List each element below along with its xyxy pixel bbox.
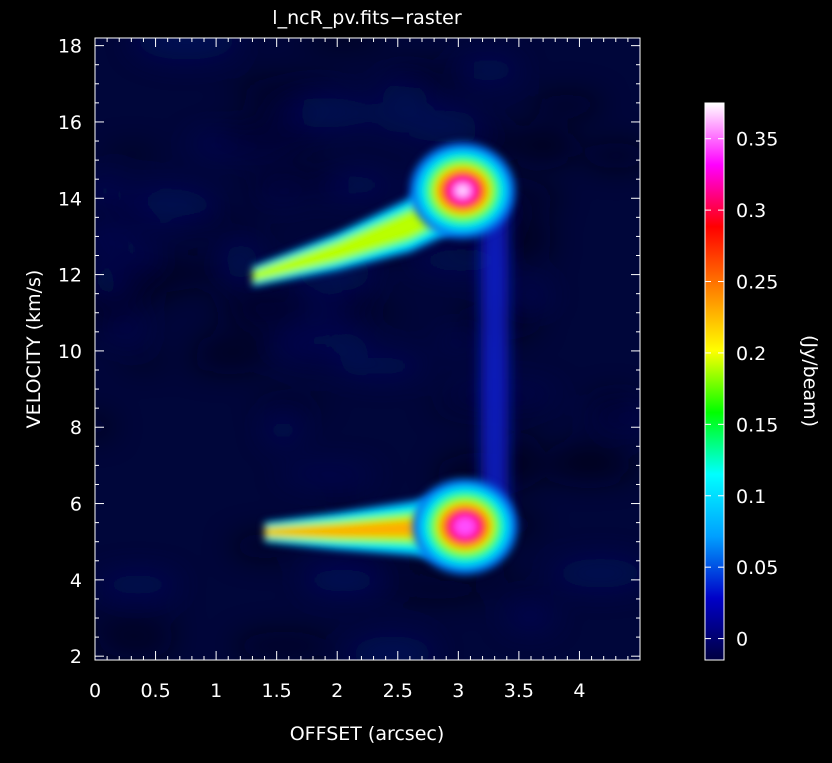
colorbar-tick-label: 0.05 [736,557,778,579]
y-tick-label: 4 [70,570,82,592]
x-tick-label: 2.5 [383,680,413,702]
chart-title: l_ncR_pv.fits−raster [272,7,462,29]
emission-peak [409,142,516,239]
x-tick-label: 2 [331,680,343,702]
noise-blob [244,100,305,116]
x-tick-label: 0 [89,680,101,702]
noise-blob [590,392,634,425]
ridge-band [252,174,466,281]
x-axis-ticks: 0 0.5 1 1.5 2 2.5 3 3.5 4 [89,38,629,702]
noise-blob [256,185,309,199]
noise-blob [371,97,437,133]
y-tick-label: 16 [58,112,82,134]
y-tick-label: 18 [58,36,82,58]
noise-blob [195,333,274,361]
colorbar-tick-label: 0.15 [736,414,778,436]
noise-blob [125,249,163,266]
noise-blob [95,307,143,329]
noise-blob [229,78,343,97]
noise-blob [133,38,239,60]
y-tick-label: 12 [58,265,82,287]
noise-blob [213,122,327,152]
noise-blob [305,568,376,583]
noise-blob [95,414,115,438]
y-tick-label: 8 [70,417,82,439]
faint-bridge [480,198,509,523]
y-tick-label: 6 [70,494,82,516]
noise-blob [326,307,406,320]
noise-blob [256,395,326,410]
colorbar-tick-label: 0.25 [736,272,778,294]
x-axis-label: OFFSET (arcsec) [290,723,445,745]
emission-peak [412,478,518,575]
noise-blob [279,466,379,482]
noise-blob [504,606,556,628]
bridge-column [480,198,509,523]
noise-blob [436,337,475,350]
noise-blob [500,589,555,602]
x-tick-label: 1 [210,680,222,702]
x-tick-label: 0.5 [140,680,170,702]
colorbar-label: (Jy/beam) [799,335,821,427]
noise-blob [222,243,260,280]
plot-frame [94,37,641,661]
noise-blob [103,147,161,161]
colorbar [704,102,725,661]
peak-contour [456,185,469,196]
noise-blob [302,38,388,48]
colorbar-tick-label: 0.2 [736,343,766,365]
heatmap-image [95,38,640,660]
noise-blob [96,572,180,597]
noise-blob [118,355,171,368]
noise-blob [387,65,474,89]
noise-blob [339,354,425,378]
noise-blob [284,348,344,362]
noise-blob [379,578,495,601]
y-tick-label: 10 [58,341,82,363]
noise-blob [348,636,436,660]
noise-blob [235,169,331,196]
noise-blob [216,287,307,327]
noise-blob [232,631,336,660]
noise-blob [529,92,605,117]
y-axis-ticks: 2 4 6 8 10 12 14 16 18 [58,36,640,668]
noise-blob [475,129,577,158]
noise-blob [408,125,500,143]
y-tick-label: 2 [70,646,82,668]
colorbar-tick-label: 0.1 [736,486,766,508]
x-tick-label: 4 [573,680,585,702]
emission-ridge [252,154,466,287]
x-tick-label: 3.5 [504,680,534,702]
noise-blob [551,558,640,589]
noise-blob [169,214,272,231]
peak-contour [454,517,476,536]
colorbar-tick-label: 0.35 [736,129,778,151]
noise-blob [582,141,640,170]
y-tick-label: 14 [58,188,82,210]
y-axis-label: VELOCITY (km/s) [23,270,45,429]
noise-blob [95,614,181,630]
noise-blob [96,627,177,659]
x-tick-label: 3 [452,680,464,702]
noise-blob [534,455,640,480]
noise-blob [95,204,161,219]
noise-blob [513,285,552,304]
noise-blob [95,180,123,202]
noise-blob [502,433,540,460]
emission-features [252,142,518,575]
colorbar-tick-label: 0 [736,629,748,651]
colorbar-ticks: 0 0.05 0.1 0.15 0.2 0.25 0.3 0.35 [705,129,778,651]
noise-blob [263,417,303,443]
x-tick-label: 1.5 [262,680,292,702]
colorbar-tick-label: 0.3 [736,200,766,222]
noise-blob [95,230,140,249]
